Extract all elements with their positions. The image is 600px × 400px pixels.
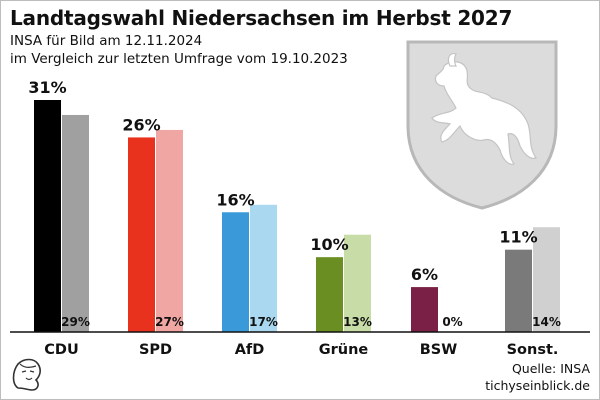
- data-label-current-2: 16%: [216, 190, 254, 209]
- bar-current-0: [34, 100, 61, 332]
- source-label: Quelle: INSA: [511, 361, 590, 376]
- x-tick-label-0: CDU: [44, 342, 78, 358]
- lower-saxony-horse-shield-icon: [406, 40, 558, 210]
- bar-current-2: [222, 212, 249, 332]
- x-tick-label-4: BSW: [420, 342, 458, 358]
- data-label-current-4: 6%: [411, 265, 438, 284]
- data-label-current-1: 26%: [122, 115, 160, 134]
- bar-current-4: [411, 287, 438, 332]
- bar-previous-1: [156, 129, 183, 332]
- data-label-current-3: 10%: [310, 235, 348, 254]
- bar-previous-0: [62, 114, 89, 332]
- bar-current-3: [316, 257, 343, 332]
- data-label-previous-0: 29%: [61, 315, 90, 329]
- data-label-current-0: 31%: [28, 78, 66, 97]
- source-credit: Quelle: INSA tichyseinblick.de: [485, 360, 590, 394]
- tichys-einblick-portrait-logo-icon: [12, 358, 41, 391]
- chart-title: Landtagswahl Niedersachsen im Herbst 202…: [10, 6, 513, 30]
- x-tick-label-3: Grüne: [319, 342, 369, 358]
- site-label: tichyseinblick.de: [485, 378, 590, 393]
- x-tick-label-2: AfD: [235, 342, 265, 358]
- data-label-previous-1: 27%: [155, 315, 184, 329]
- x-tick-label-5: Sonst.: [507, 342, 559, 358]
- bar-previous-5: [533, 227, 560, 332]
- data-label-previous-4: 0%: [442, 315, 462, 329]
- bar-current-1: [128, 137, 155, 332]
- x-tick-label-1: SPD: [139, 342, 172, 358]
- chart-subtitle-poll: INSA für Bild am 12.11.2024: [10, 33, 203, 49]
- chart-subtitle-comparison: im Vergleich zur letzten Umfrage vom 19.…: [10, 51, 348, 67]
- bar-previous-2: [250, 204, 277, 332]
- data-label-current-5: 11%: [499, 228, 537, 247]
- data-label-previous-2: 17%: [249, 315, 278, 329]
- bar-previous-3: [344, 234, 371, 332]
- bar-current-5: [505, 249, 532, 332]
- data-label-previous-3: 13%: [343, 315, 372, 329]
- data-label-previous-5: 14%: [532, 315, 561, 329]
